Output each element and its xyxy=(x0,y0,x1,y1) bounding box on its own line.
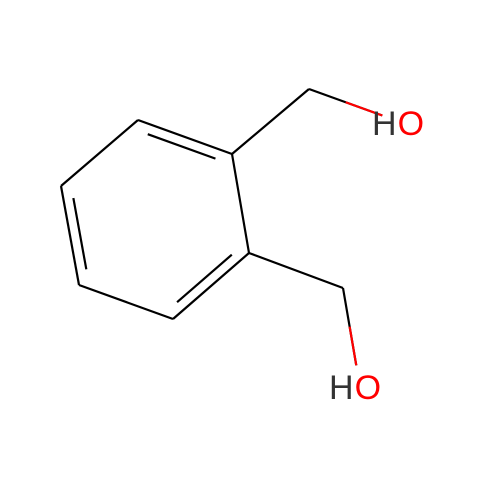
svg-text:O: O xyxy=(398,105,424,143)
bond xyxy=(232,89,309,154)
bond xyxy=(232,154,249,253)
atom-label-O: HO xyxy=(329,369,381,407)
svg-text:O: O xyxy=(355,369,381,407)
svg-text:H: H xyxy=(329,369,354,407)
bond xyxy=(61,120,138,186)
bond xyxy=(138,120,232,154)
bond xyxy=(79,285,173,319)
bond xyxy=(173,253,249,319)
svg-text:H: H xyxy=(372,105,397,143)
bond xyxy=(148,134,216,158)
atom-label-O: HO xyxy=(372,105,424,143)
bond xyxy=(249,253,343,288)
bond xyxy=(350,327,357,366)
molecule-canvas: HOHO xyxy=(0,0,500,500)
bond xyxy=(61,186,79,285)
bond xyxy=(177,255,232,303)
